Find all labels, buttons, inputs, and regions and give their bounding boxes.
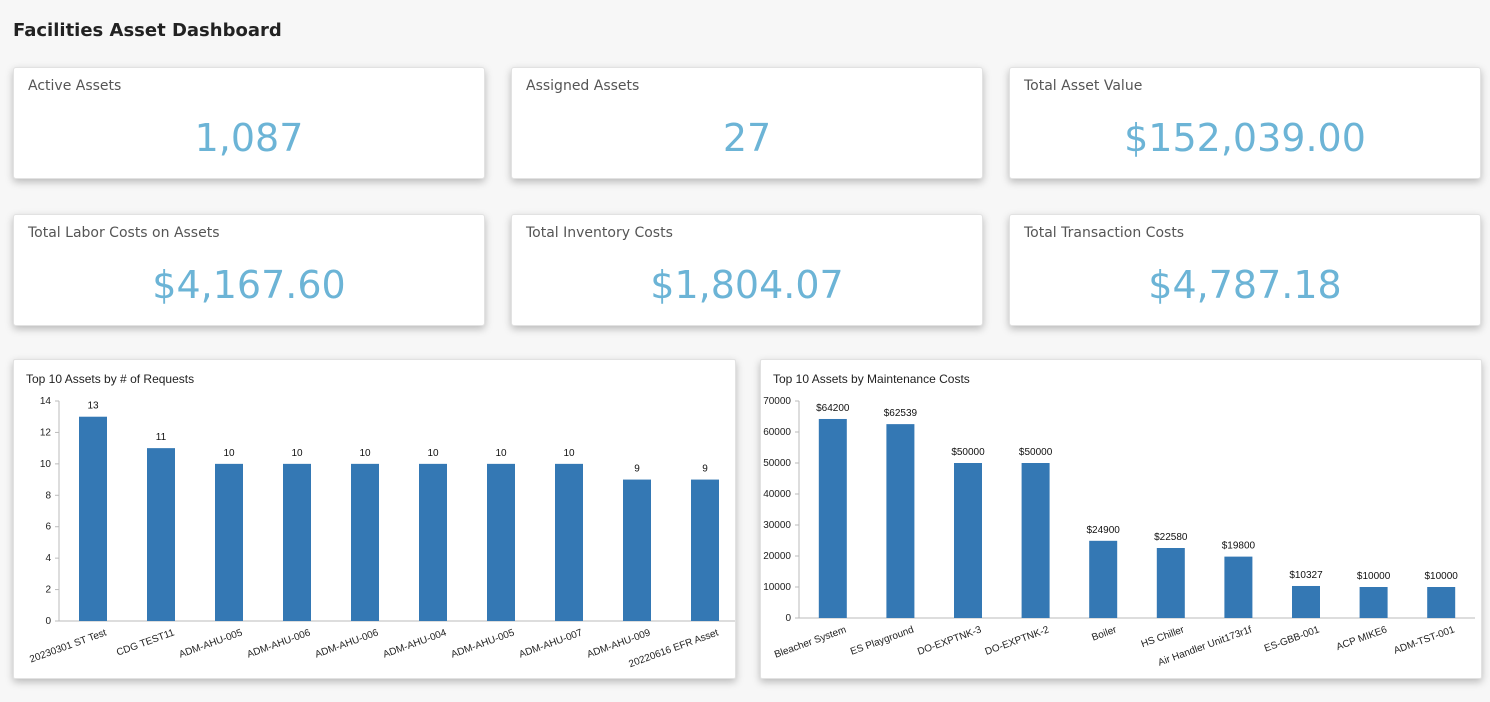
- bar[interactable]: [1156, 548, 1185, 618]
- data-label: 10: [359, 448, 371, 459]
- data-label: $24900: [1087, 525, 1121, 536]
- data-label: 10: [291, 448, 303, 459]
- data-label: 9: [634, 464, 640, 475]
- kpi-card-total-inventory-costs[interactable]: Total Inventory Costs $1,804.07: [511, 214, 983, 326]
- y-tick-label: 10000: [763, 582, 791, 593]
- kpi-label: Assigned Assets: [526, 78, 640, 94]
- x-tick-label: ADM-AHU-005: [450, 627, 517, 660]
- bar[interactable]: [691, 479, 719, 621]
- bar[interactable]: [351, 463, 379, 621]
- bar[interactable]: [79, 416, 107, 621]
- kpi-card-total-transaction-costs[interactable]: Total Transaction Costs $4,787.18: [1009, 214, 1481, 326]
- data-label: $62539: [884, 408, 918, 419]
- kpi-card-total-asset-value[interactable]: Total Asset Value $152,039.00: [1009, 67, 1481, 179]
- y-tick-label: 10: [40, 459, 52, 470]
- y-tick-label: 6: [45, 522, 51, 533]
- bar[interactable]: [886, 424, 915, 618]
- bar[interactable]: [419, 463, 447, 621]
- x-tick-label: ES-GBB-001: [1263, 624, 1321, 654]
- y-tick-label: 14: [40, 396, 52, 407]
- data-label: $64200: [816, 403, 850, 414]
- bar[interactable]: [623, 479, 651, 621]
- kpi-value: 1,087: [194, 116, 304, 160]
- data-label: 10: [495, 448, 507, 459]
- data-label: 10: [563, 448, 575, 459]
- kpi-card-total-labor-costs[interactable]: Total Labor Costs on Assets $4,167.60: [13, 214, 485, 326]
- x-tick-label: ES Playground: [849, 624, 915, 657]
- data-label: $22580: [1154, 532, 1188, 543]
- page-title: Facilities Asset Dashboard: [13, 20, 282, 41]
- y-tick-label: 70000: [763, 396, 791, 407]
- data-label: 13: [87, 401, 99, 412]
- y-tick-label: 0: [785, 613, 791, 624]
- chart-card-maintenance-costs: Top 10 Assets by Maintenance Costs 0 1000…: [760, 359, 1482, 679]
- kpi-card-active-assets[interactable]: Active Assets 1,087: [13, 67, 485, 179]
- requests-bar-chart: 0 2 4 6 8 10 12 14 13 20230301 ST Test 11 CDG TEST1…: [28, 396, 735, 670]
- kpi-value: $1,804.07: [650, 263, 844, 307]
- x-tick-label: ACP MIKE6: [1335, 624, 1389, 653]
- bar[interactable]: [1427, 587, 1456, 618]
- data-label: $10000: [1425, 571, 1459, 582]
- data-label: $50000: [951, 447, 985, 458]
- bar[interactable]: [487, 463, 515, 621]
- y-tick-label: 40000: [763, 489, 791, 500]
- data-label: 10: [223, 448, 235, 459]
- data-label: 11: [156, 432, 167, 443]
- kpi-value: $4,787.18: [1148, 263, 1342, 307]
- kpi-label: Total Labor Costs on Assets: [28, 225, 220, 241]
- x-tick-label: ADM-AHU-006: [314, 627, 381, 660]
- data-label: $10327: [1289, 570, 1323, 581]
- x-tick-label: ADM-AHU-004: [382, 627, 449, 660]
- kpi-card-assigned-assets[interactable]: Assigned Assets 27: [511, 67, 983, 179]
- bar[interactable]: [1292, 585, 1320, 618]
- bar[interactable]: [1089, 540, 1118, 618]
- bar[interactable]: [1021, 463, 1050, 618]
- y-tick-label: 12: [40, 427, 52, 438]
- y-tick-label: 8: [45, 490, 51, 501]
- data-label: 9: [702, 464, 708, 475]
- kpi-label: Active Assets: [28, 78, 122, 94]
- kpi-value: $4,167.60: [152, 263, 346, 307]
- chart-title: Top 10 Assets by # of Requests: [26, 372, 195, 386]
- kpi-label: Total Inventory Costs: [526, 225, 673, 241]
- chart-card-requests: Top 10 Assets by # of Requests 0 2 4 6 8 10 12…: [13, 359, 736, 679]
- bar[interactable]: [147, 448, 175, 621]
- kpi-label: Total Asset Value: [1024, 78, 1143, 94]
- y-tick-label: 4: [45, 553, 51, 564]
- bar[interactable]: [555, 463, 583, 621]
- y-tick-label: 20000: [763, 551, 791, 562]
- y-tick-label: 60000: [763, 427, 791, 438]
- bar[interactable]: [215, 463, 243, 621]
- bar[interactable]: [954, 463, 982, 618]
- y-tick-label: 0: [45, 616, 51, 627]
- maintenance-costs-bar-chart: 0 10000 20000 30000 40000 50000 60000 70000 $642…: [763, 396, 1475, 669]
- bar[interactable]: [818, 418, 847, 618]
- data-label: $50000: [1019, 447, 1053, 458]
- kpi-value: $152,039.00: [1124, 116, 1366, 160]
- data-label: $10000: [1357, 571, 1391, 582]
- x-tick-label: ADM-AHU-006: [246, 627, 313, 660]
- x-tick-label: CDG TEST11: [115, 627, 176, 658]
- x-tick-label: 20230301 ST Test: [28, 627, 108, 665]
- data-label: 10: [427, 448, 439, 459]
- y-tick-label: 2: [45, 585, 51, 596]
- kpi-label: Total Transaction Costs: [1024, 225, 1185, 241]
- chart-title: Top 10 Assets by Maintenance Costs: [773, 372, 970, 386]
- y-tick-label: 50000: [763, 458, 791, 469]
- y-tick-label: 30000: [763, 520, 791, 531]
- bar[interactable]: [1359, 587, 1388, 618]
- x-tick-label: ADM-TST-001: [1392, 624, 1456, 656]
- x-tick-label: DO-EXPTNK-2: [984, 624, 1051, 657]
- x-tick-label: HS Chiller: [1140, 624, 1187, 650]
- bar[interactable]: [283, 463, 311, 621]
- x-tick-label: Bleacher System: [773, 624, 848, 660]
- x-tick-label: DO-EXPTNK-3: [916, 624, 983, 657]
- bar[interactable]: [1224, 556, 1253, 618]
- x-tick-label: Boiler: [1090, 624, 1118, 643]
- x-tick-label: ADM-AHU-005: [178, 627, 245, 660]
- kpi-value: 27: [722, 116, 772, 160]
- x-tick-label: ADM-AHU-007: [518, 627, 585, 660]
- data-label: $19800: [1222, 541, 1256, 552]
